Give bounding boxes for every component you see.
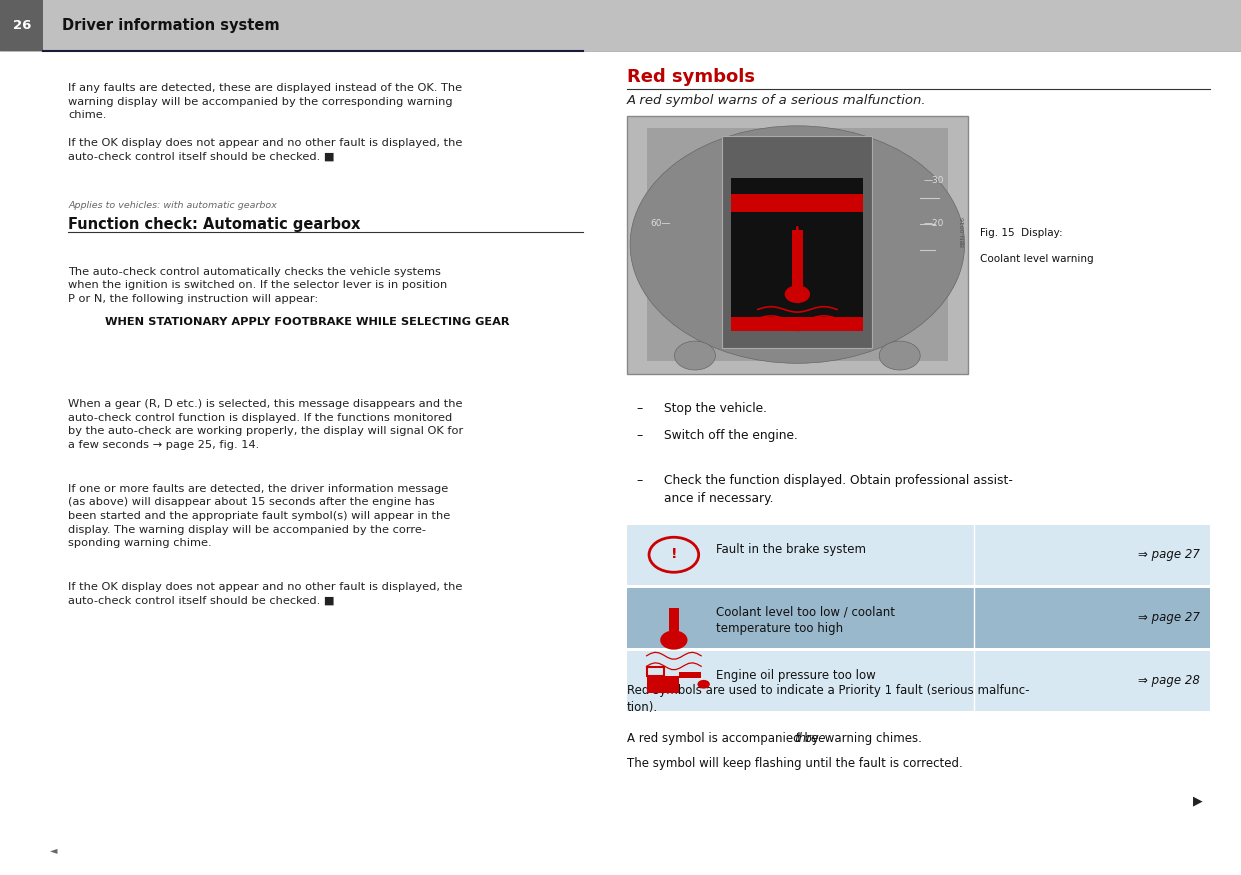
Text: Red symbols: Red symbols — [627, 68, 755, 87]
Bar — [722, 136, 872, 348]
Text: –: – — [637, 474, 643, 487]
Text: –: – — [637, 429, 643, 442]
Text: If any faults are detected, these are displayed instead of the OK. The
warning d: If any faults are detected, these are di… — [68, 83, 463, 121]
Text: Function check: Automatic gearbox: Function check: Automatic gearbox — [68, 217, 361, 232]
Bar — [0, 0, 1241, 51]
Text: Driver information system: Driver information system — [62, 18, 279, 33]
Text: WHEN STATIONARY APPLY FOOTBRAKE WHILE SELECTING GEAR: WHEN STATIONARY APPLY FOOTBRAKE WHILE SE… — [105, 317, 510, 326]
Text: ⇒ page 28: ⇒ page 28 — [1138, 675, 1200, 687]
Text: Stop the vehicle.: Stop the vehicle. — [664, 402, 767, 416]
Text: ◄: ◄ — [50, 845, 57, 856]
Text: 60—: 60— — [650, 220, 671, 228]
Text: If one or more faults are detected, the driver information message
(as above) wi: If one or more faults are detected, the … — [68, 484, 450, 549]
Text: Check the function displayed. Obtain professional assist-
ance if necessary.: Check the function displayed. Obtain pro… — [664, 474, 1013, 505]
Text: Coolant level too low / coolant
temperature too high: Coolant level too low / coolant temperat… — [716, 606, 895, 635]
Circle shape — [784, 285, 810, 303]
Bar — [792, 230, 803, 290]
Circle shape — [880, 341, 921, 370]
Circle shape — [675, 341, 715, 370]
Text: —30: —30 — [923, 176, 944, 185]
Bar — [669, 608, 679, 631]
Text: ⇒ page 27: ⇒ page 27 — [1138, 549, 1200, 561]
Bar — [627, 525, 1210, 584]
Bar — [627, 116, 968, 374]
Text: warning chimes.: warning chimes. — [822, 732, 922, 746]
Bar — [0, 0, 43, 51]
Text: If the OK display does not appear and no other fault is displayed, the
auto-chec: If the OK display does not appear and no… — [68, 582, 463, 605]
Bar — [731, 317, 864, 331]
Text: —20: —20 — [923, 220, 944, 228]
Text: Coolant level warning: Coolant level warning — [980, 254, 1095, 263]
Bar — [627, 651, 1210, 710]
Text: 26: 26 — [12, 19, 31, 32]
Text: Fig. 15  Display:: Fig. 15 Display: — [980, 228, 1064, 237]
Ellipse shape — [630, 126, 964, 363]
Text: A red symbol warns of a serious malfunction.: A red symbol warns of a serious malfunct… — [627, 94, 926, 107]
Bar — [731, 178, 864, 331]
Bar — [648, 129, 948, 360]
Text: !: ! — [670, 547, 678, 561]
Text: Fault in the brake system: Fault in the brake system — [716, 542, 866, 556]
Text: The auto-check control automatically checks the vehicle systems
when the ignitio: The auto-check control automatically che… — [68, 267, 448, 304]
Text: –: – — [637, 402, 643, 416]
Bar — [679, 672, 701, 678]
Text: three: three — [794, 732, 825, 746]
Text: When a gear (R, D etc.) is selected, this message disappears and the
auto-check : When a gear (R, D etc.) is selected, thi… — [68, 399, 463, 450]
Circle shape — [697, 680, 710, 689]
Bar — [731, 193, 864, 212]
Text: BBN-0016: BBN-0016 — [961, 216, 965, 247]
Text: The symbol will keep flashing until the fault is corrected.: The symbol will keep flashing until the … — [627, 757, 963, 770]
Bar — [627, 588, 1210, 648]
Text: Applies to vehicles: with automatic gearbox: Applies to vehicles: with automatic gear… — [68, 201, 277, 210]
Bar — [647, 667, 664, 676]
Text: Red symbols are used to indicate a Priority 1 fault (serious malfunc-
tion).: Red symbols are used to indicate a Prior… — [627, 684, 1029, 714]
Circle shape — [660, 630, 688, 649]
Text: ⇒ page 27: ⇒ page 27 — [1138, 612, 1200, 624]
Bar — [647, 676, 679, 693]
Text: A red symbol is accompanied by: A red symbol is accompanied by — [627, 732, 823, 746]
Text: ▶: ▶ — [1193, 794, 1203, 807]
Text: Switch off the engine.: Switch off the engine. — [664, 429, 798, 442]
Text: If the OK display does not appear and no other fault is displayed, the
auto-chec: If the OK display does not appear and no… — [68, 138, 463, 162]
Text: Engine oil pressure too low: Engine oil pressure too low — [716, 668, 876, 682]
